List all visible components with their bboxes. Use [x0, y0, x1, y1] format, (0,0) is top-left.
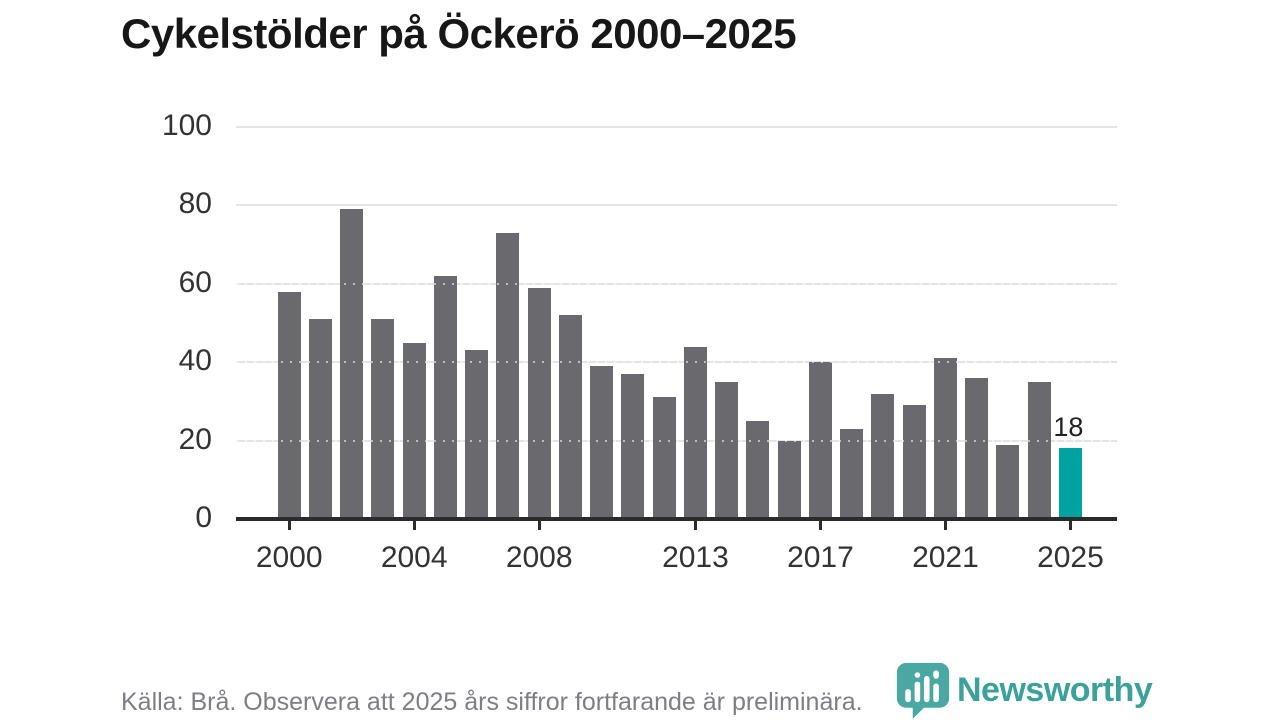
- x-tick-2025: [1068, 521, 1072, 530]
- y-tick-label-20: 20: [178, 422, 212, 456]
- newsworthy-logo: Newsworthy: [895, 661, 1153, 719]
- x-tick-label-2000: 2000: [255, 541, 323, 574]
- gridline-80: [236, 204, 1117, 207]
- bar-2009: [558, 315, 582, 519]
- gridline-overlay-60: [236, 282, 1117, 285]
- bar-2016: [777, 440, 801, 519]
- bar-2021: [933, 358, 957, 519]
- y-tick-label-40: 40: [178, 344, 212, 378]
- bar-2015: [746, 421, 770, 519]
- bar-2019: [871, 393, 895, 519]
- bar-2014: [715, 381, 739, 519]
- bar-2007: [496, 232, 520, 519]
- bar-2023: [996, 444, 1020, 519]
- bar-2000: [277, 291, 301, 519]
- newsworthy-wordmark: Newsworthy: [957, 670, 1153, 709]
- chart-title: Cykelstölder på Öckerö 2000–2025: [121, 10, 797, 57]
- x-tick-label-2004: 2004: [380, 541, 448, 574]
- bar-2004: [402, 342, 426, 519]
- plot-area: [236, 126, 1117, 519]
- x-tick-label-2017: 2017: [787, 541, 854, 574]
- highlight-value-label: 18: [1053, 412, 1084, 443]
- bar-2011: [621, 373, 645, 519]
- bar-2010: [590, 366, 614, 519]
- bar-2012: [652, 397, 676, 519]
- x-tick-2000: [287, 521, 291, 530]
- bar-2006: [465, 350, 489, 519]
- gridline-overlay-40: [236, 361, 1117, 364]
- bar-2022: [965, 377, 989, 519]
- bar-2001: [308, 319, 332, 519]
- x-tick-2013: [693, 521, 697, 530]
- x-tick-2004: [412, 521, 416, 530]
- x-tick-2017: [818, 521, 822, 530]
- gridline-overlay-20: [236, 439, 1117, 442]
- source-note: Källa: Brå. Observera att 2025 års siffr…: [121, 688, 863, 716]
- bar-2003: [371, 319, 395, 519]
- bar-2008: [527, 287, 551, 519]
- x-tick-label-2025: 2025: [1037, 541, 1104, 574]
- y-tick-label-80: 80: [178, 187, 212, 221]
- bar-2020: [902, 405, 926, 519]
- bar-2002: [340, 209, 364, 519]
- x-tick-2008: [537, 521, 541, 530]
- x-tick-label-2008: 2008: [505, 541, 573, 574]
- bar-2025: [1058, 448, 1082, 519]
- gridline-100: [236, 126, 1117, 128]
- speech-bubble-bar-chart-icon: [896, 662, 950, 719]
- x-axis-line: [236, 517, 1117, 521]
- bar-2018: [840, 428, 864, 519]
- bar-2024: [1027, 381, 1051, 519]
- y-tick-label-0: 0: [195, 501, 212, 534]
- bar-2005: [433, 275, 457, 519]
- bar-2013: [683, 346, 707, 519]
- y-tick-label-60: 60: [178, 265, 212, 299]
- y-tick-label-100: 100: [161, 109, 212, 142]
- x-tick-label-2013: 2013: [662, 541, 729, 574]
- x-tick-2021: [943, 521, 947, 530]
- x-tick-label-2021: 2021: [912, 541, 979, 574]
